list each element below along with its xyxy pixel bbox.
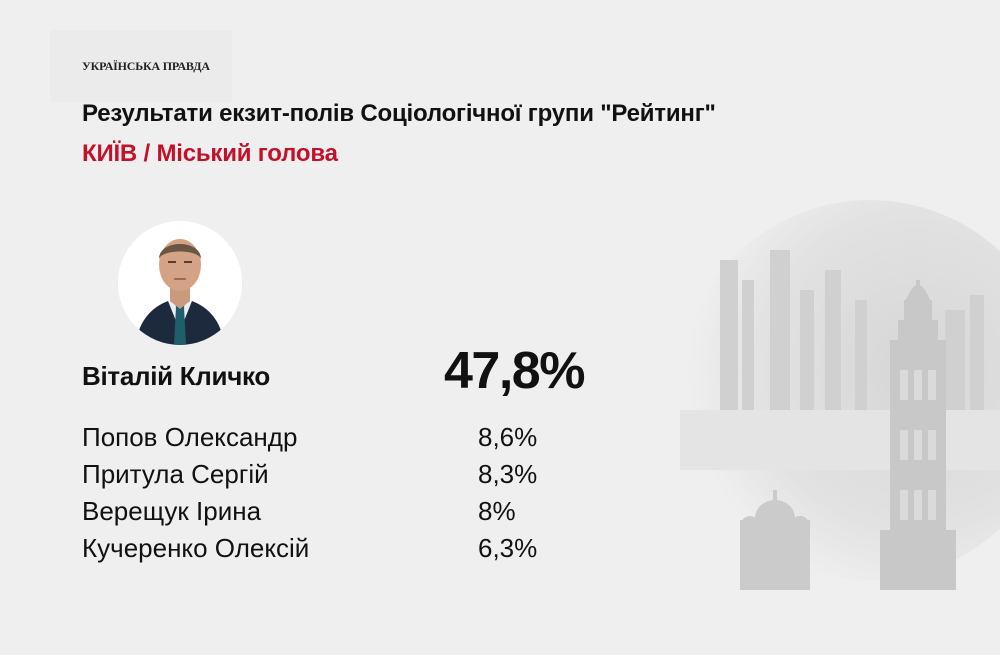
list-item: Верещук Ірина 8% xyxy=(82,496,582,533)
logo-box xyxy=(50,30,232,102)
list-item: Притула Сергій 8,3% xyxy=(82,459,582,496)
candidates-list: Попов Олександр 8,6% Притула Сергій 8,3%… xyxy=(82,422,582,570)
candidate-name: Попов Олександр xyxy=(82,422,298,452)
list-item: Попов Олександр 8,6% xyxy=(82,422,582,459)
candidate-name: Верещук Ірина xyxy=(82,496,262,526)
leader-name: Віталій Кличко xyxy=(82,361,270,391)
list-item: Кучеренко Олексій 6,3% xyxy=(82,533,582,570)
portrait-image xyxy=(118,221,242,345)
candidate-name: Притула Сергій xyxy=(82,459,269,489)
city-skyline-illustration xyxy=(660,200,1000,620)
candidate-name: Кучеренко Олексій xyxy=(82,533,310,563)
leader-percentage: 47,8% xyxy=(444,342,585,400)
candidate-percentage: 6,3% xyxy=(478,533,538,563)
page-subtitle: КИЇВ / Міський голова xyxy=(82,140,338,167)
page-title: Результати екзит-полів Соціологічної гру… xyxy=(82,100,716,127)
candidate-avatar xyxy=(118,221,242,345)
publication-logo: УКРАЇНСЬКА ПРАВДА xyxy=(82,59,210,73)
candidate-percentage: 8,3% xyxy=(478,459,538,489)
candidate-percentage: 8,6% xyxy=(478,422,538,452)
candidate-percentage: 8% xyxy=(478,496,516,526)
